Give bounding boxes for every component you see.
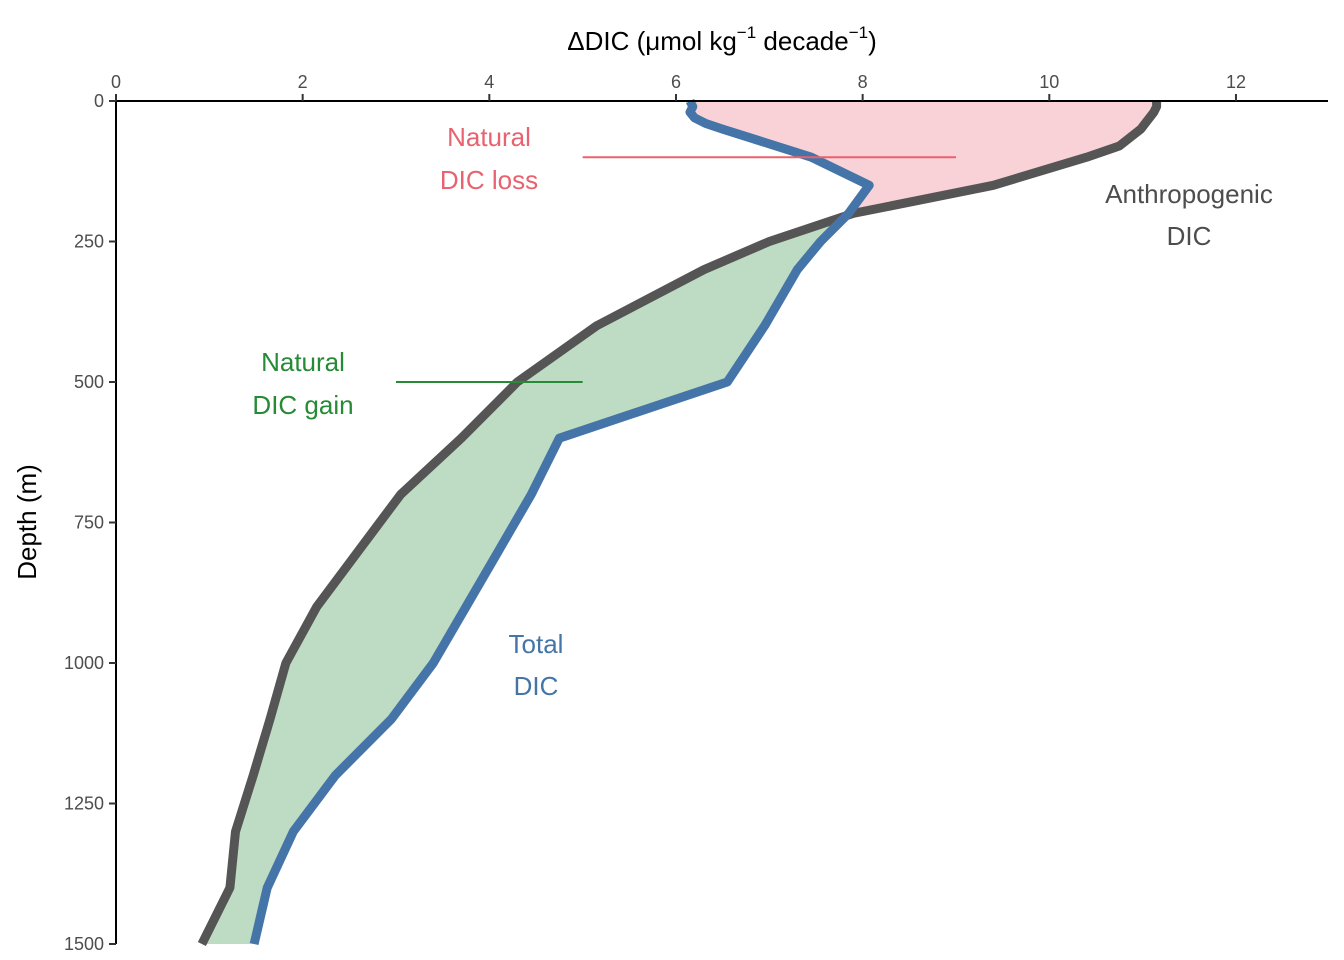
- total-dic-line: [249, 98, 874, 946]
- series-layer: [197, 98, 1162, 947]
- annotation-layer: Natural DIC loss Natural DIC gain Anthro…: [252, 122, 1272, 701]
- anthropogenic-dic-label-line1: Anthropogenic: [1105, 179, 1273, 209]
- natural-dic-loss-label-line2: DIC loss: [440, 165, 538, 195]
- x-axis-title: ΔDIC (μmol kg−1 decade−1): [567, 23, 877, 56]
- y-axis-title: Depth (m): [12, 464, 42, 580]
- x-tick-label: 0: [111, 72, 121, 92]
- x-axis-title-main: ΔDIC (μmol kg: [567, 26, 737, 56]
- natural-dic-loss-label-line1: Natural: [447, 122, 531, 152]
- x-tick-label: 4: [484, 72, 494, 92]
- x-tick-label: 12: [1226, 72, 1246, 92]
- x-tick-label: 6: [671, 72, 681, 92]
- y-tick-label: 1000: [64, 653, 104, 673]
- x-tick-label: 2: [298, 72, 308, 92]
- y-tick-label: 750: [74, 513, 104, 533]
- y-tick-label: 0: [94, 91, 104, 111]
- y-tick-label: 1250: [64, 794, 104, 814]
- y-tick-label: 250: [74, 232, 104, 252]
- natural-dic-loss-area: [690, 101, 1157, 216]
- total-dic-label-line2: DIC: [514, 671, 559, 701]
- x-tick-label: 10: [1039, 72, 1059, 92]
- x-axis-title-sup2: −1: [849, 23, 868, 42]
- anthropogenic-dic-line: [197, 101, 1162, 947]
- x-axis-title-end: ): [868, 26, 877, 56]
- natural-dic-gain-label-line2: DIC gain: [252, 390, 353, 420]
- x-tick-label: 8: [858, 72, 868, 92]
- axis-layer: 0 2 4 6 8 10 12 0 250 500 750 1000 1250 1500: [64, 72, 1328, 954]
- total-dic-label-line1: Total: [509, 629, 564, 659]
- natural-dic-gain-label-line1: Natural: [261, 347, 345, 377]
- anthropogenic-dic-label-line2: DIC: [1167, 221, 1212, 251]
- x-axis-title-mid: decade: [756, 26, 849, 56]
- natural-dic-gain-area: [201, 215, 847, 944]
- x-axis-title-sup1: −1: [737, 23, 756, 42]
- y-tick-label: 500: [74, 372, 104, 392]
- fill-layer: [201, 101, 1157, 944]
- y-tick-label: 1500: [64, 934, 104, 954]
